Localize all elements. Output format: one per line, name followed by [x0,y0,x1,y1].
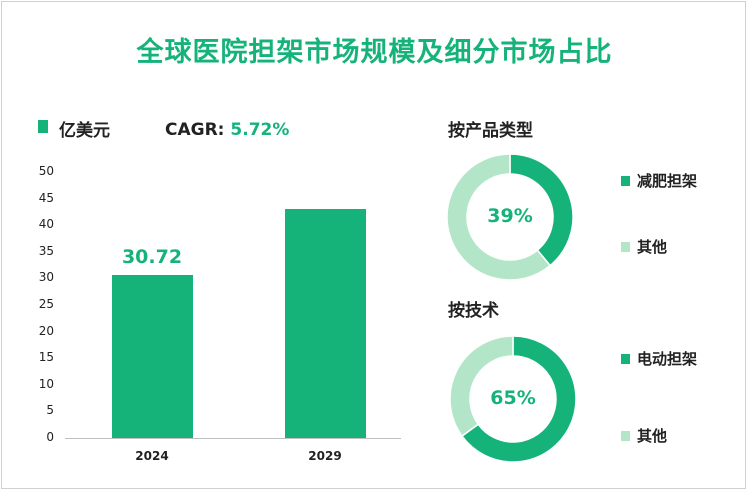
cagr-label: CAGR: [165,120,231,140]
y-tick-label: 50 [38,164,54,178]
y-tick-label: 45 [38,190,54,205]
x-tick-label-2029: 2029 [308,449,342,463]
donut-technology-slice-electric [460,335,577,463]
legend-swatch [621,430,630,441]
legend-item-other-technology: 其他 [621,425,667,446]
y-tick-label: 40 [38,217,54,232]
legend-swatch [621,241,630,252]
donut-technology [449,335,577,463]
cagr-text: CAGR: 5.72% [165,120,289,140]
y-tick-label: 20 [38,323,54,338]
bar-value-label-2024: 30.72 [121,245,183,268]
bar-2029 [284,209,366,438]
legend-swatch [621,175,630,186]
legend-swatch [621,353,630,364]
donut-product-type-slice-other [446,153,552,281]
donut-product-type-title: 按产品类型 [448,121,533,141]
y-tick-label: 15 [38,350,54,365]
donut-technology-center-label: 65% [490,387,536,409]
y-tick-label: 30 [38,270,54,285]
donut-technology-title: 按技术 [448,301,499,321]
y-tick-label: 35 [38,243,54,258]
y-tick-label: 10 [38,376,54,391]
y-tick-label: 0 [46,430,54,444]
legend-label: 其他 [637,238,668,256]
unit-marker [38,120,48,133]
legend-label: 减肥担架 [637,172,698,190]
unit-label: 亿美元 [59,121,110,141]
cagr-value: 5.72% [230,120,290,140]
legend-item-obesity-stretcher: 减肥担架 [621,170,697,191]
y-tick-label: 25 [38,297,54,311]
legend-label: 其他 [637,427,668,445]
donut-technology-slice-other [449,335,514,438]
y-tick-label: 5 [46,403,54,418]
donut-product-type [446,153,574,281]
x-axis-line [65,438,401,439]
legend-item-other-product: 其他 [621,236,667,257]
legend-label: 电动担架 [637,350,698,368]
chart-title: 全球医院担架市场规模及细分市场占比 [136,37,613,68]
bar-2024 [111,274,193,438]
legend-item-electric-stretcher: 电动担架 [621,348,697,369]
x-tick-label-2024: 2024 [135,449,169,463]
donut-product-type-center-label: 39% [487,205,533,227]
